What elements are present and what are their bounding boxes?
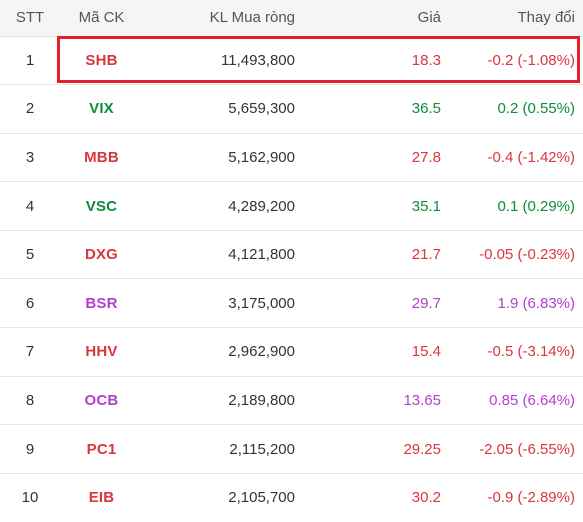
cell-kl-mua-rong: 2,105,700 [228, 489, 295, 507]
cell-thay-doi: -0.9 (-2.89%) [487, 489, 575, 507]
table-body: 1 SHB 11,493,800 18.3 -0.2 (-1.08%) 2 VIX 5,659… [0, 36, 583, 522]
cell-ma-ck[interactable]: SHB [85, 51, 118, 69]
cell-gia: 18.3 [411, 51, 441, 69]
cell-stt: 10 [21, 489, 39, 507]
table-row[interactable]: 9 PC1 2,115,200 29.25 -2.05 (-6.55%) [0, 425, 583, 474]
cell-ma-ck[interactable]: MBB [84, 148, 119, 166]
cell-thay-doi: 0.1 (0.29%) [497, 197, 575, 215]
cell-gia: 36.5 [411, 100, 441, 118]
header-kl-mua-rong[interactable]: KL Mua ròng [143, 0, 295, 37]
table-row[interactable]: 10 EIB 2,105,700 30.2 -0.9 (-2.89%) [0, 473, 583, 522]
table-row[interactable]: 3 MBB 5,162,900 27.8 -0.4 (-1.42%) [0, 133, 583, 182]
cell-stt: 7 [25, 343, 35, 361]
cell-ma-ck[interactable]: VSC [85, 197, 118, 215]
cell-kl-mua-rong: 5,659,300 [228, 100, 295, 118]
table-row[interactable]: 8 OCB 2,189,800 13.65 0.85 (6.64%) [0, 376, 583, 425]
cell-kl-mua-rong: 2,962,900 [228, 343, 295, 361]
header-thay-doi[interactable]: Thay đổi [441, 0, 583, 37]
cell-gia: 27.8 [411, 148, 441, 166]
cell-ma-ck[interactable]: HHV [85, 343, 118, 361]
cell-kl-mua-rong: 2,115,200 [229, 440, 295, 458]
header-stt[interactable]: STT [0, 0, 60, 37]
cell-thay-doi: -0.2 (-1.08%) [487, 51, 575, 69]
cell-kl-mua-rong: 2,189,800 [228, 391, 295, 409]
cell-thay-doi: -0.4 (-1.42%) [487, 148, 575, 166]
cell-kl-mua-rong: 4,289,200 [228, 197, 295, 215]
table-row[interactable]: 7 HHV 2,962,900 15.4 -0.5 (-3.14%) [0, 328, 583, 377]
table-row[interactable]: 6 BSR 3,175,000 29.7 1.9 (6.83%) [0, 279, 583, 328]
cell-ma-ck[interactable]: BSR [85, 294, 118, 312]
cell-gia: 29.25 [403, 440, 441, 458]
header-gia[interactable]: Giá [295, 0, 441, 37]
table-row[interactable]: 4 VSC 4,289,200 35.1 0.1 (0.29%) [0, 182, 583, 231]
cell-gia: 13.65 [403, 391, 441, 409]
cell-gia: 29.7 [411, 294, 441, 312]
cell-stt: 1 [25, 51, 35, 69]
cell-kl-mua-rong: 11,493,800 [221, 51, 295, 69]
cell-kl-mua-rong: 5,162,900 [228, 148, 295, 166]
header-ma-ck[interactable]: Mã CK [60, 0, 143, 37]
cell-gia: 35.1 [411, 197, 441, 215]
cell-ma-ck[interactable]: EIB [88, 489, 115, 507]
cell-thay-doi: -0.5 (-3.14%) [487, 343, 575, 361]
cell-kl-mua-rong: 3,175,000 [228, 294, 295, 312]
cell-gia: 15.4 [411, 343, 441, 361]
cell-ma-ck[interactable]: OCB [84, 391, 119, 409]
cell-stt: 2 [25, 100, 35, 118]
header-row: STT Mã CK KL Mua ròng Giá Thay đổi [0, 0, 583, 37]
cell-stt: 6 [25, 294, 35, 312]
cell-thay-doi: 1.9 (6.83%) [497, 294, 575, 312]
cell-stt: 8 [25, 391, 35, 409]
table-row[interactable]: 2 VIX 5,659,300 36.5 0.2 (0.55%) [0, 85, 583, 134]
table-header: STT Mã CK KL Mua ròng Giá Thay đổi [0, 0, 583, 37]
cell-kl-mua-rong: 4,121,800 [228, 246, 295, 264]
cell-thay-doi: -0.05 (-0.23%) [479, 246, 575, 264]
table-row[interactable]: 1 SHB 11,493,800 18.3 -0.2 (-1.08%) [0, 36, 583, 85]
cell-gia: 30.2 [411, 489, 441, 507]
cell-gia: 21.7 [411, 246, 441, 264]
cell-ma-ck[interactable]: PC1 [86, 440, 117, 458]
table-row[interactable]: 5 DXG 4,121,800 21.7 -0.05 (-0.23%) [0, 230, 583, 279]
cell-stt: 9 [25, 440, 35, 458]
cell-thay-doi: 0.2 (0.55%) [497, 100, 575, 118]
cell-thay-doi: -2.05 (-6.55%) [479, 440, 575, 458]
cell-ma-ck[interactable]: DXG [84, 246, 119, 264]
cell-stt: 5 [25, 246, 35, 264]
cell-stt: 4 [25, 197, 35, 215]
cell-ma-ck[interactable]: VIX [89, 100, 114, 118]
cell-thay-doi: 0.85 (6.64%) [489, 391, 575, 409]
cell-stt: 3 [25, 148, 35, 166]
